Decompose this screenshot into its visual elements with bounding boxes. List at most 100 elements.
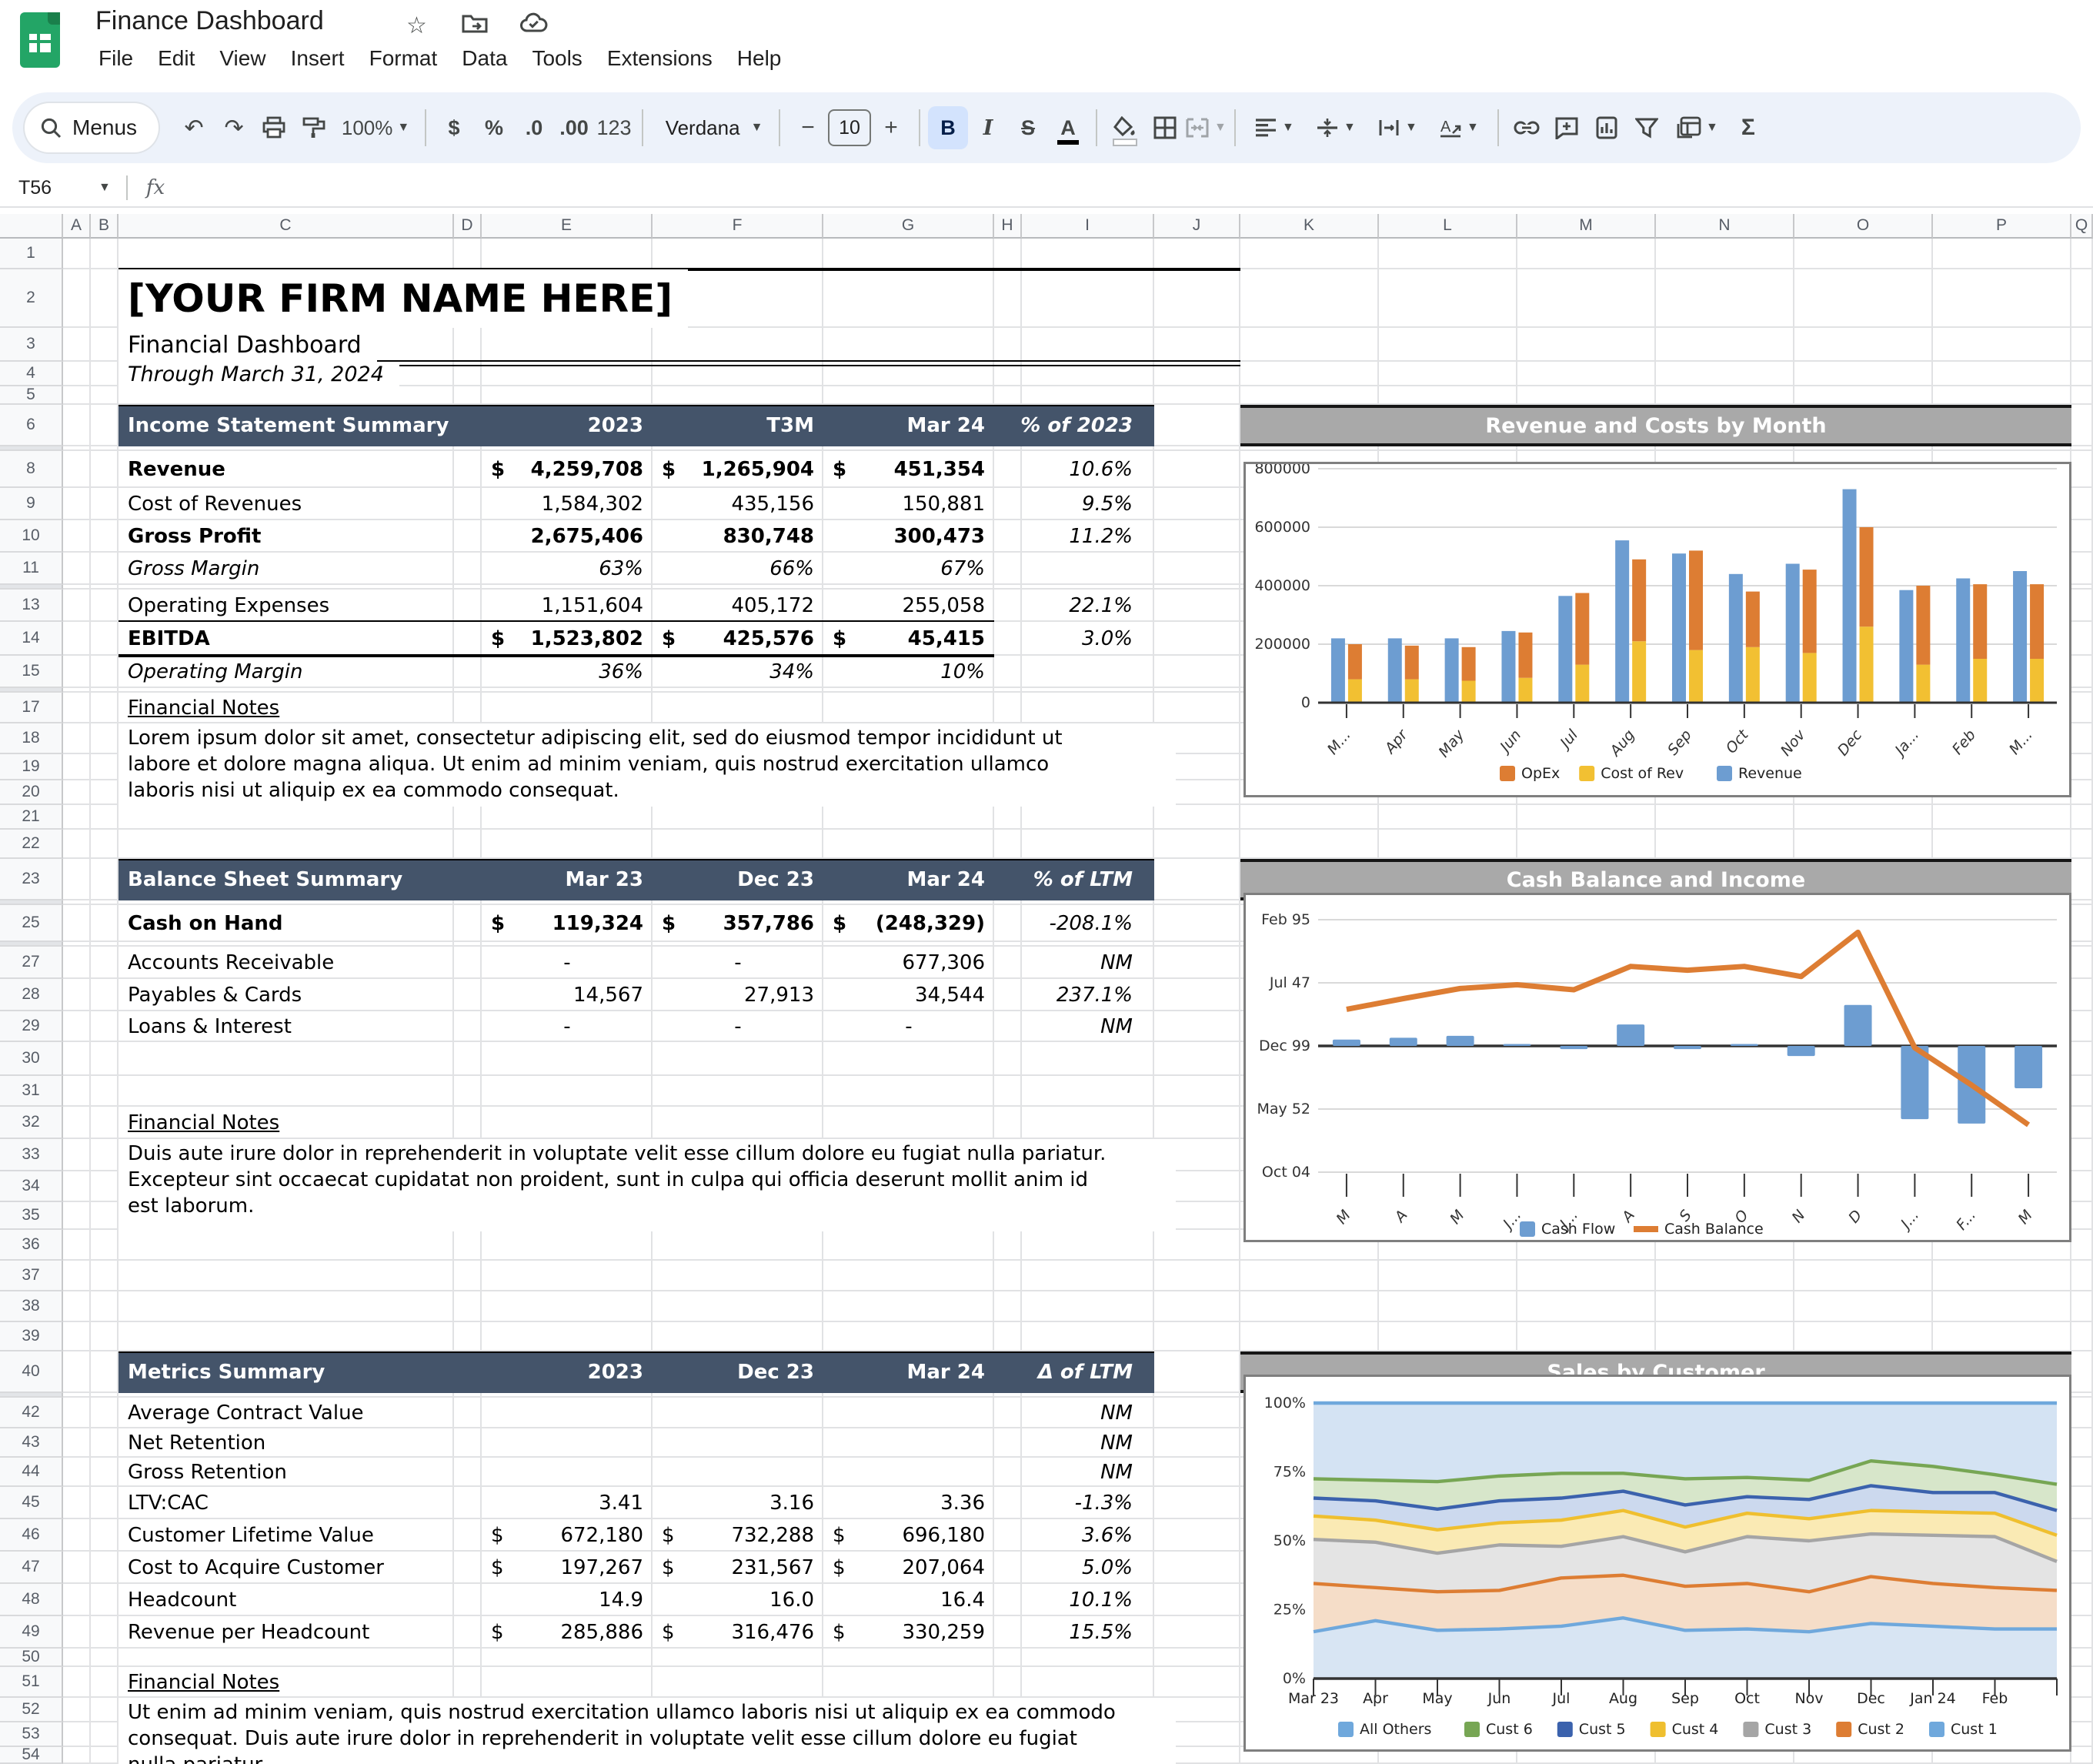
column-header-N[interactable]: N (1656, 214, 1794, 239)
cell-C29[interactable]: Loans & Interest (128, 1015, 292, 1038)
row-header-13[interactable]: 13 (0, 590, 63, 622)
borders-button[interactable] (1145, 106, 1185, 149)
cell-C17[interactable]: Financial Notes (128, 697, 280, 720)
cell-I28[interactable]: 237.1% (1056, 984, 1133, 1007)
bold-button[interactable]: B (928, 106, 969, 149)
cell-C3[interactable]: Financial Dashboard (119, 328, 377, 362)
row-header-47[interactable]: 47 (0, 1552, 63, 1584)
cell-F25[interactable]: $357,786 (662, 912, 814, 935)
format-currency-button[interactable]: $ (448, 115, 460, 139)
row-header-35[interactable]: 35 (0, 1202, 63, 1230)
undo-button[interactable]: ↶ (184, 115, 204, 141)
menus-search-button[interactable]: Menus (25, 103, 159, 152)
font-family-control[interactable]: Verdana ▼ (665, 115, 763, 139)
cell-C43[interactable]: Net Retention (128, 1432, 266, 1455)
cell-F23[interactable]: Dec 23 (737, 868, 814, 891)
menu-tools[interactable]: Tools (532, 46, 583, 70)
menu-insert[interactable]: Insert (290, 46, 345, 70)
cell-G48[interactable]: 16.4 (940, 1589, 985, 1612)
chart-cash-balance-and-income[interactable]: Feb 95 Jul 47 Dec 99 May 52 Oct 04 M A M J... J..… (1243, 893, 2071, 1242)
cell-C14[interactable]: EBITDA (128, 627, 210, 650)
cell-F10[interactable]: 830,748 (723, 525, 814, 548)
italic-button[interactable]: I (983, 115, 993, 140)
chart-revenue-costs-by-month[interactable]: 0 200000 400000 600000 800000 M... Apr May Jun Ju… (1243, 460, 2071, 797)
cell-C25[interactable]: Cash on Hand (128, 912, 283, 935)
name-box[interactable]: T56 (18, 176, 52, 199)
functions-button[interactable]: Σ (1741, 115, 1755, 140)
column-header-J[interactable]: J (1154, 214, 1240, 239)
menu-data[interactable]: Data (462, 46, 508, 70)
row-header-19[interactable]: 19 (0, 754, 63, 780)
cell-G49[interactable]: $330,259 (833, 1621, 985, 1644)
column-header-C[interactable]: C (119, 214, 454, 239)
cell-I6[interactable]: % of 2023 (1020, 414, 1133, 437)
row-header-41[interactable] (0, 1393, 63, 1398)
cell-I14[interactable]: 3.0% (1081, 627, 1133, 650)
name-box-dropdown-icon[interactable]: ▼ (98, 181, 111, 194)
cell-G11[interactable]: 67% (940, 557, 985, 580)
print-button[interactable] (254, 106, 294, 149)
cell-G40[interactable]: Mar 24 (906, 1361, 985, 1384)
cell-G6[interactable]: Mar 24 (906, 414, 985, 437)
row-header-50[interactable]: 50 (0, 1648, 63, 1667)
row-header-23[interactable]: 23 (0, 859, 63, 900)
cell-E40[interactable]: 2023 (587, 1361, 643, 1384)
cell-G10[interactable]: 300,473 (893, 525, 985, 548)
cell-G13[interactable]: 255,058 (902, 594, 985, 617)
row-header-53[interactable]: 53 (0, 1722, 63, 1747)
cell-E25[interactable]: $119,324 (491, 912, 643, 935)
cell-I9[interactable]: 9.5% (1081, 493, 1133, 516)
cell-E14[interactable]: $1,523,802 (491, 627, 643, 650)
cell-E11[interactable]: 63% (599, 557, 643, 580)
row-header-14[interactable]: 14 (0, 622, 63, 656)
insert-chart-button[interactable] (1587, 106, 1627, 149)
row-header-3[interactable]: 3 (0, 328, 63, 362)
cell-I44[interactable]: NM (1100, 1461, 1133, 1484)
row-header-28[interactable]: 28 (0, 979, 63, 1011)
menu-help[interactable]: Help (736, 46, 782, 70)
cell-C44[interactable]: Gross Retention (128, 1461, 287, 1484)
cell-C15[interactable]: Operating Margin (128, 660, 303, 683)
cell-C13[interactable]: Operating Expenses (128, 594, 330, 617)
row-header-20[interactable]: 20 (0, 780, 63, 805)
row-header-43[interactable]: 43 (0, 1428, 63, 1458)
increase-decimals-button[interactable]: .00 (559, 115, 589, 139)
menu-edit[interactable]: Edit (158, 46, 195, 70)
cell-F46[interactable]: $732,288 (662, 1524, 814, 1547)
cell-C6[interactable]: Income Statement Summary (128, 414, 449, 437)
cell-I10[interactable]: 11.2% (1069, 525, 1133, 548)
row-header-40[interactable]: 40 (0, 1351, 63, 1393)
cell-E49[interactable]: $285,886 (491, 1621, 643, 1644)
cell-G46[interactable]: $696,180 (833, 1524, 985, 1547)
cell-I25[interactable]: -208.1% (1049, 912, 1133, 935)
cell-G45[interactable]: 3.36 (940, 1492, 985, 1515)
cell-F45[interactable]: 3.16 (769, 1492, 814, 1515)
cell-I42[interactable]: NM (1100, 1402, 1133, 1425)
row-header-49[interactable]: 49 (0, 1616, 63, 1649)
column-header-P[interactable]: P (1933, 214, 2071, 239)
column-header-Q[interactable]: Q (2071, 214, 2093, 239)
cell-E8[interactable]: $4,259,708 (491, 458, 643, 481)
row-header-32[interactable]: 32 (0, 1107, 63, 1139)
menu-extensions[interactable]: Extensions (606, 46, 713, 70)
column-header-G[interactable]: G (823, 214, 994, 239)
row-header-24[interactable] (0, 900, 63, 905)
cell-C4[interactable]: Through March 31, 2024 (119, 362, 399, 386)
cell-E27[interactable]: - (563, 951, 571, 974)
merge-cells-button[interactable]: ▼ (1185, 106, 1227, 149)
cell-F13[interactable]: 405,172 (731, 594, 814, 617)
cell-C48[interactable]: Headcount (128, 1589, 237, 1612)
increase-font-size-button[interactable]: + (884, 115, 898, 140)
cell-E47[interactable]: $197,267 (491, 1556, 643, 1579)
insert-comment-button[interactable] (1547, 106, 1587, 149)
cell-E15[interactable]: 36% (599, 660, 643, 683)
row-header-37[interactable]: 37 (0, 1261, 63, 1291)
strikethrough-button[interactable]: S (1021, 115, 1036, 139)
text-wrap-button[interactable]: ▼ (1367, 106, 1428, 149)
column-header-B[interactable]: B (91, 214, 119, 239)
row-header-38[interactable]: 38 (0, 1291, 63, 1322)
horizontal-align-button[interactable]: ▼ (1243, 106, 1305, 149)
cell-G9[interactable]: 150,881 (902, 493, 985, 516)
cell-G28[interactable]: 34,544 (915, 984, 985, 1007)
